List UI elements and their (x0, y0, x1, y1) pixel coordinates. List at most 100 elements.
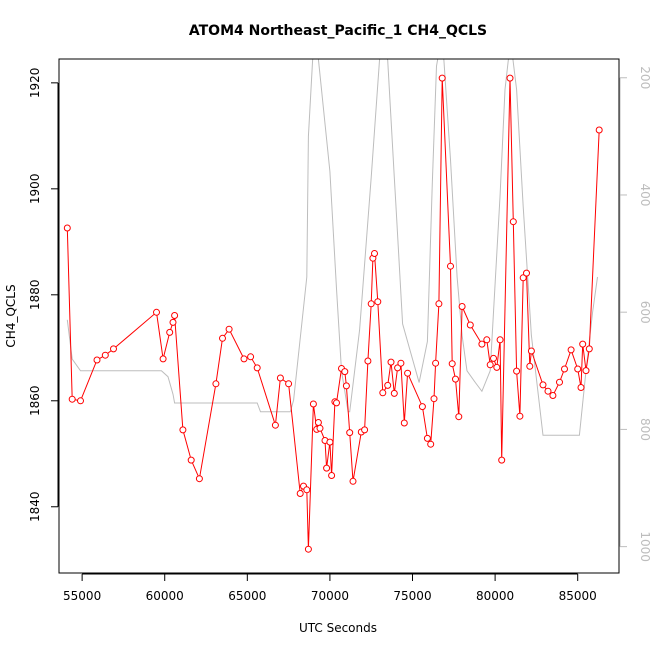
data-point (364, 357, 372, 365)
x-tick-label: 60000 (146, 589, 184, 603)
data-point (544, 387, 552, 395)
data-point (435, 300, 443, 308)
data-point (169, 318, 177, 326)
plot-frame (58, 58, 620, 574)
y-axis-label: CH4_QCLS (4, 284, 18, 347)
data-point (187, 456, 195, 464)
data-point (77, 397, 84, 405)
data-point (271, 421, 279, 429)
data-point (316, 424, 324, 432)
x-tick-label: 55000 (63, 589, 101, 603)
data-point (349, 477, 357, 485)
data-point (458, 303, 466, 310)
data-point (341, 368, 349, 376)
data-point (486, 361, 494, 369)
data-point (579, 340, 587, 348)
data-point (166, 328, 174, 336)
data-point (285, 380, 293, 388)
data-point (549, 392, 557, 399)
data-point (455, 413, 463, 421)
data-point (323, 464, 331, 472)
data-point (387, 358, 395, 366)
data-point (478, 340, 486, 348)
data-point (447, 262, 454, 270)
data-point (506, 74, 514, 82)
data-point (418, 403, 426, 411)
data-point (556, 378, 563, 386)
data-point (276, 374, 284, 382)
data-point (240, 355, 248, 363)
data-point (304, 545, 312, 553)
chart-title: ATOM4 Northeast_Pacific_1 CH4_QCLS (189, 23, 487, 39)
data-point (452, 375, 459, 383)
data-point (374, 298, 382, 306)
data-point (309, 400, 317, 408)
data-point (513, 367, 521, 375)
x-tick-label: 75000 (393, 589, 431, 603)
y-tick-label: 1840 (28, 491, 42, 522)
y2-tick-label: 200 (638, 66, 650, 89)
data-point (582, 367, 590, 375)
data-point (394, 364, 402, 372)
series-layer (63, 59, 603, 553)
data-point (574, 365, 582, 373)
data-point (423, 434, 431, 442)
y2-tick-label: 400 (638, 184, 650, 207)
data-point (379, 389, 387, 397)
data-point (448, 360, 456, 368)
data-point (432, 359, 440, 367)
data-point (390, 389, 398, 397)
data-point (68, 395, 76, 403)
data-point (101, 351, 109, 359)
data-point (110, 345, 117, 353)
data-point (326, 438, 334, 446)
x-tick-label: 85000 (559, 589, 597, 603)
y2-tick-label: 1000 (638, 531, 650, 562)
axes-layer: 55000 60000 65000 70000 75000 80000 85000 1840 1… (28, 66, 650, 603)
data-point (498, 456, 506, 464)
data-point (526, 362, 534, 370)
y-tick-label: 1860 (28, 386, 42, 417)
y2-tick-label: 800 (638, 418, 650, 441)
data-point (516, 412, 524, 420)
data-point (519, 274, 527, 282)
data-point (397, 359, 405, 367)
data-point (219, 334, 226, 342)
data-point (212, 380, 220, 388)
y-tick-label: 1920 (28, 68, 42, 99)
data-point (328, 472, 336, 479)
data-point (595, 126, 603, 134)
data-point (567, 346, 575, 354)
data-point (400, 419, 408, 427)
data-point (509, 218, 517, 226)
x-axis-label: UTC Seconds (299, 621, 377, 635)
data-point (493, 363, 501, 371)
data-point (153, 308, 160, 316)
data-point (346, 429, 354, 437)
data-point (577, 384, 585, 391)
data-point (438, 74, 446, 82)
data-point (539, 381, 547, 389)
data-point (466, 321, 474, 329)
data-point (523, 269, 530, 277)
data-point (430, 395, 438, 403)
data-point (247, 353, 255, 361)
data-point (427, 440, 435, 448)
data-point (367, 300, 375, 308)
data-point (171, 312, 179, 319)
x-tick-label: 65000 (228, 589, 266, 603)
data-point (314, 419, 322, 426)
data-point (159, 355, 167, 363)
series-line-grey (66, 59, 598, 436)
data-point (404, 369, 412, 377)
y-tick-label: 1900 (28, 174, 42, 205)
data-point (333, 399, 340, 407)
y2-tick-label: 600 (638, 301, 650, 324)
data-point (361, 426, 369, 434)
x-tick-label: 80000 (476, 589, 514, 603)
data-point (384, 381, 392, 389)
data-point (195, 475, 203, 483)
data-point (490, 354, 497, 362)
data-point (496, 336, 504, 344)
